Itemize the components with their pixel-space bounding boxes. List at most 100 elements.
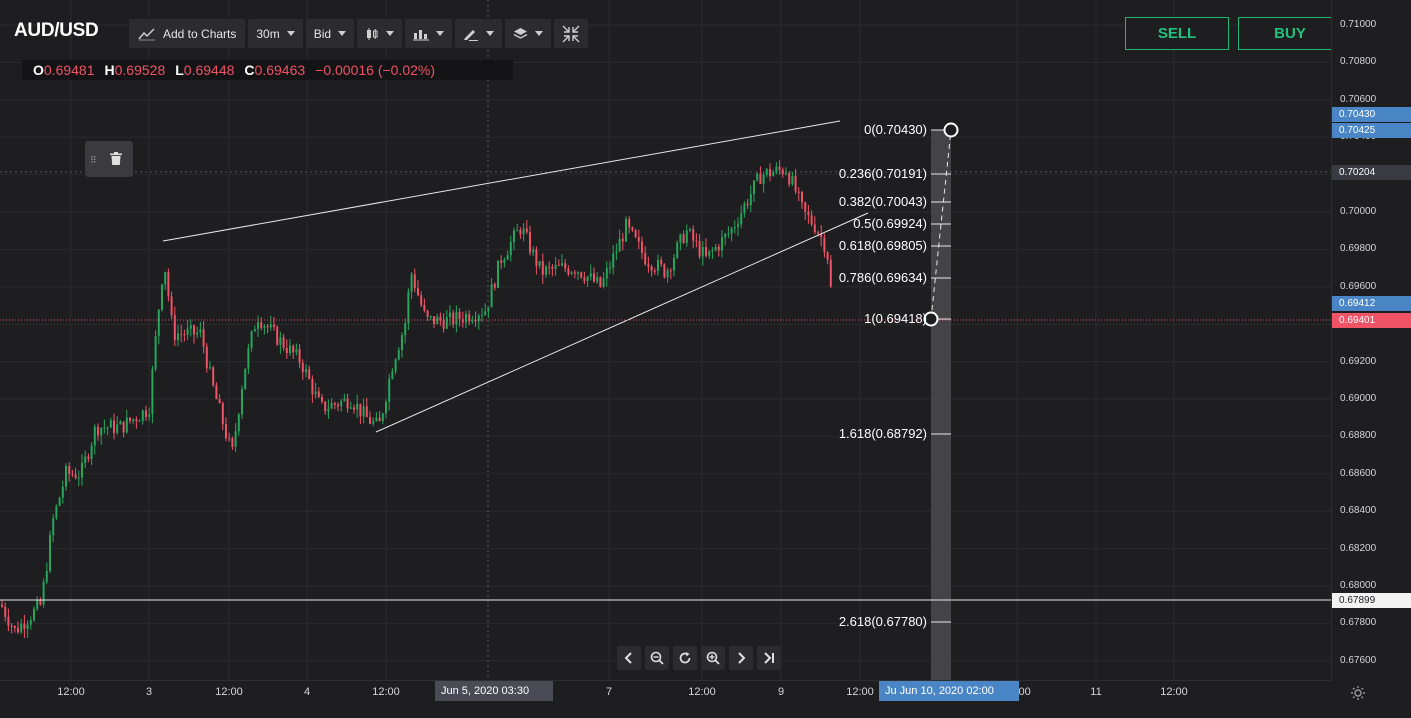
candle <box>20 619 23 634</box>
jump-end-icon[interactable] <box>757 646 781 670</box>
candle <box>4 602 7 622</box>
trash-icon[interactable] <box>110 152 122 170</box>
candle <box>295 343 298 356</box>
candle <box>612 244 615 275</box>
candle <box>68 462 71 482</box>
upper-trendline[interactable] <box>162 120 841 242</box>
reset-icon[interactable] <box>673 646 697 670</box>
candle <box>381 412 384 425</box>
candle <box>333 401 336 410</box>
fib-handle-bottom[interactable] <box>923 311 939 327</box>
candle <box>810 210 813 227</box>
candle <box>554 257 557 276</box>
price-axis[interactable]: 0.710000.708000.706000.704000.702000.700… <box>1331 0 1411 680</box>
candle <box>317 387 320 398</box>
candle <box>209 361 211 370</box>
time-tick-label: 12:00 <box>372 686 400 698</box>
candle <box>260 317 263 331</box>
candle <box>1 599 3 608</box>
candle <box>509 235 512 262</box>
fib-level-label: 2.618(0.67780) <box>838 614 927 629</box>
candle <box>772 169 775 177</box>
candle <box>161 283 163 312</box>
candle <box>429 315 432 321</box>
candle <box>100 427 103 445</box>
sell-button[interactable]: SELL <box>1125 17 1229 50</box>
candle <box>58 496 61 507</box>
lower-trendline[interactable] <box>375 212 869 433</box>
price-tick-label: 0.69000 <box>1340 393 1377 404</box>
candle <box>241 385 243 420</box>
candle <box>36 596 39 612</box>
candle <box>586 275 589 287</box>
fib-handle-top[interactable] <box>943 122 959 138</box>
layers-dropdown[interactable] <box>505 19 552 48</box>
price-tick-label: 0.69800 <box>1340 243 1377 255</box>
drawing-toolbar[interactable]: ⠿ <box>85 141 133 177</box>
drawing-tools-dropdown[interactable] <box>455 19 503 48</box>
buy-button[interactable]: BUY <box>1238 17 1331 50</box>
zoom-out-icon[interactable] <box>645 646 669 670</box>
time-axis[interactable]: 12:001112:0012:00912:00712:00412:00312:0… <box>0 680 1331 718</box>
zoom-in-icon[interactable] <box>701 646 725 670</box>
candle <box>641 236 643 260</box>
candle <box>237 412 240 436</box>
candle <box>593 267 595 283</box>
time-tick-label: 11 <box>1090 686 1102 698</box>
candle <box>359 403 362 425</box>
price-chart[interactable] <box>0 0 1331 680</box>
gear-icon[interactable] <box>1350 685 1366 706</box>
add-to-charts-button[interactable]: Add to Charts <box>129 19 246 48</box>
candle <box>84 450 87 468</box>
price-type-dropdown[interactable]: Bid <box>305 19 355 48</box>
candle <box>401 332 403 358</box>
candle <box>823 233 826 258</box>
candle <box>692 225 695 249</box>
candle <box>708 250 711 259</box>
candle <box>516 223 519 232</box>
draw-pencil-icon <box>463 27 479 41</box>
candle <box>154 330 157 372</box>
price-tag-last-price: 0.69401 <box>1332 313 1411 328</box>
fibonacci-extension[interactable] <box>923 122 959 623</box>
candle <box>813 216 816 235</box>
candle <box>541 253 544 284</box>
candle <box>145 405 147 421</box>
collapse-button[interactable] <box>554 19 589 48</box>
time-tick-label: 12:00 <box>57 686 85 698</box>
candle <box>97 423 99 441</box>
candle <box>493 282 496 291</box>
candle <box>525 220 528 235</box>
time-tick-label: 12:00 <box>846 686 874 698</box>
chart-pane[interactable]: AUD/USD Add to Charts 30m Bid <box>0 0 1331 680</box>
candle <box>39 597 42 606</box>
candle <box>471 315 474 324</box>
candle <box>733 220 736 234</box>
arrow-left-icon[interactable] <box>617 646 641 670</box>
price-tick-label: 0.68400 <box>1340 505 1377 517</box>
candle <box>49 530 51 574</box>
candle <box>561 253 563 267</box>
candle <box>391 368 394 380</box>
candle <box>132 418 135 425</box>
candle <box>170 291 173 320</box>
candle <box>29 616 32 630</box>
candle <box>762 171 765 193</box>
chart-type-dropdown[interactable] <box>357 19 403 48</box>
candle <box>253 325 256 332</box>
candle <box>455 305 458 333</box>
candle <box>407 288 410 331</box>
arrow-right-icon[interactable] <box>729 646 753 670</box>
candle <box>503 257 506 268</box>
price-tag-fib-high-a: 0.70430 <box>1332 107 1411 122</box>
indicators-dropdown[interactable] <box>405 19 453 48</box>
interval-dropdown[interactable]: 30m <box>248 19 303 48</box>
candle <box>529 225 531 256</box>
candle <box>17 621 19 634</box>
candle <box>567 265 570 277</box>
candle <box>420 291 423 308</box>
candle <box>564 259 567 273</box>
candle <box>87 453 90 463</box>
price-tick-label: 0.68800 <box>1340 430 1377 442</box>
drag-handle-icon[interactable]: ⠿ <box>90 155 97 165</box>
